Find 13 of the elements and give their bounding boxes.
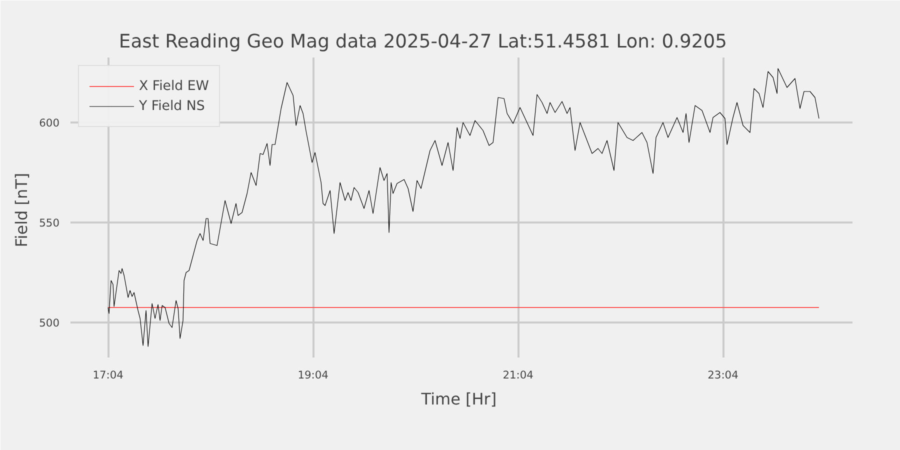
legend-label: X Field EW (139, 78, 209, 94)
x-tick-label: 19:04 (298, 368, 329, 382)
x-tick-label: 17:04 (92, 368, 124, 382)
y-tick-label: 550 (39, 216, 60, 230)
y-tick-label: 500 (39, 316, 60, 330)
x-axis-title: Time [Hr] (420, 390, 497, 408)
line-series (108, 68, 820, 347)
chart-title: East Reading Geo Mag data 2025-04-27 Lat:51.4581 Lon: 0.9205 (118, 32, 727, 52)
x-tick-label: 23:04 (708, 368, 739, 382)
y-axis-title: Field [nT] (12, 172, 32, 248)
x-tick-label: 21:04 (502, 368, 534, 382)
y-tick-label: 600 (39, 116, 60, 130)
legend-label: Y Field NS (139, 98, 205, 114)
